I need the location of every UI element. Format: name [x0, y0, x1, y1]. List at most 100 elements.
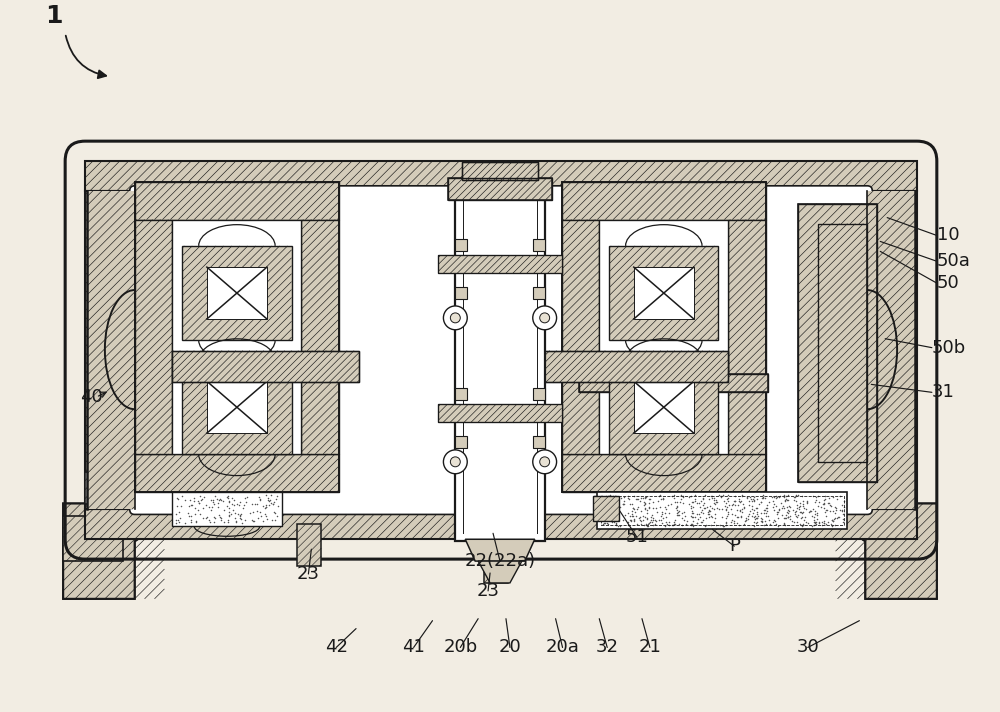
- Point: [822, 505, 838, 516]
- Point: [260, 492, 276, 503]
- Point: [695, 508, 711, 519]
- Point: [760, 511, 776, 522]
- Point: [698, 512, 714, 523]
- Point: [719, 501, 735, 513]
- Point: [601, 498, 617, 510]
- Point: [718, 520, 734, 531]
- Point: [186, 496, 202, 507]
- Point: [701, 512, 717, 523]
- Point: [836, 496, 852, 507]
- Point: [744, 500, 760, 511]
- Point: [620, 491, 636, 502]
- Point: [781, 506, 797, 517]
- Point: [228, 515, 244, 527]
- Point: [599, 493, 615, 504]
- Point: [609, 496, 625, 507]
- Bar: [135, 182, 339, 491]
- Point: [183, 516, 199, 528]
- Point: [183, 514, 199, 525]
- Point: [794, 520, 810, 532]
- Point: [732, 504, 748, 515]
- Point: [237, 492, 253, 503]
- Point: [726, 496, 742, 507]
- Point: [249, 505, 265, 516]
- Point: [692, 511, 708, 522]
- Point: [737, 515, 753, 527]
- Point: [598, 491, 614, 502]
- Point: [745, 493, 761, 505]
- Point: [724, 499, 740, 511]
- Bar: [172, 350, 359, 382]
- Point: [247, 498, 263, 510]
- Point: [725, 498, 741, 510]
- Point: [638, 518, 654, 530]
- Point: [817, 493, 833, 505]
- Point: [653, 493, 669, 505]
- Point: [600, 504, 616, 515]
- Point: [787, 509, 803, 520]
- Text: 20a: 20a: [546, 639, 579, 656]
- Point: [683, 501, 699, 512]
- Point: [770, 520, 786, 532]
- Point: [798, 516, 814, 528]
- Point: [647, 518, 663, 530]
- Point: [649, 506, 665, 517]
- Point: [616, 498, 632, 510]
- Point: [689, 517, 705, 528]
- Point: [209, 493, 225, 504]
- Point: [168, 508, 184, 520]
- Point: [746, 495, 762, 506]
- Point: [818, 504, 834, 515]
- Point: [593, 501, 609, 512]
- Text: 20: 20: [499, 639, 521, 656]
- Point: [776, 503, 792, 514]
- Point: [701, 493, 717, 505]
- Point: [621, 493, 637, 504]
- Point: [174, 491, 190, 502]
- Point: [639, 505, 655, 516]
- Point: [643, 514, 659, 525]
- Point: [744, 503, 760, 515]
- Point: [742, 491, 758, 502]
- Point: [739, 491, 755, 503]
- Point: [720, 508, 736, 520]
- Point: [719, 511, 735, 522]
- Point: [741, 499, 757, 511]
- Point: [652, 501, 668, 512]
- Point: [684, 496, 700, 508]
- Point: [829, 512, 845, 523]
- Point: [608, 518, 624, 529]
- Point: [623, 514, 639, 525]
- Point: [778, 510, 794, 521]
- Bar: [542, 350, 728, 382]
- Point: [830, 512, 846, 523]
- Point: [820, 516, 836, 528]
- Point: [792, 497, 808, 508]
- Circle shape: [450, 457, 460, 467]
- Point: [829, 493, 845, 505]
- Point: [602, 511, 618, 522]
- Point: [659, 518, 675, 530]
- Point: [221, 496, 237, 507]
- Point: [778, 493, 794, 505]
- Point: [766, 498, 782, 509]
- Bar: [609, 246, 718, 340]
- Point: [803, 506, 819, 517]
- Point: [779, 507, 795, 518]
- Point: [220, 516, 236, 528]
- Point: [800, 518, 816, 529]
- Point: [755, 491, 771, 503]
- Bar: [579, 375, 768, 392]
- Point: [703, 491, 719, 502]
- Point: [259, 513, 275, 525]
- Point: [602, 491, 618, 503]
- Point: [727, 495, 743, 506]
- Bar: [542, 350, 728, 382]
- Point: [746, 491, 762, 503]
- Point: [712, 519, 728, 530]
- Bar: [85, 161, 917, 191]
- Point: [764, 491, 780, 503]
- Point: [707, 512, 723, 523]
- Point: [226, 494, 242, 506]
- Point: [169, 493, 185, 504]
